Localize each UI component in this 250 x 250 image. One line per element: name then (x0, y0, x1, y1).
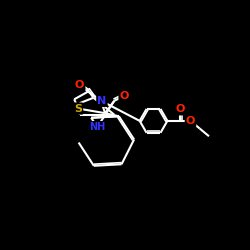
Text: N: N (97, 96, 106, 106)
Text: O: O (175, 104, 184, 114)
Text: S: S (74, 104, 82, 114)
Text: O: O (186, 116, 195, 126)
Text: O: O (75, 80, 84, 90)
Text: O: O (120, 91, 129, 101)
Text: NH: NH (89, 122, 106, 132)
